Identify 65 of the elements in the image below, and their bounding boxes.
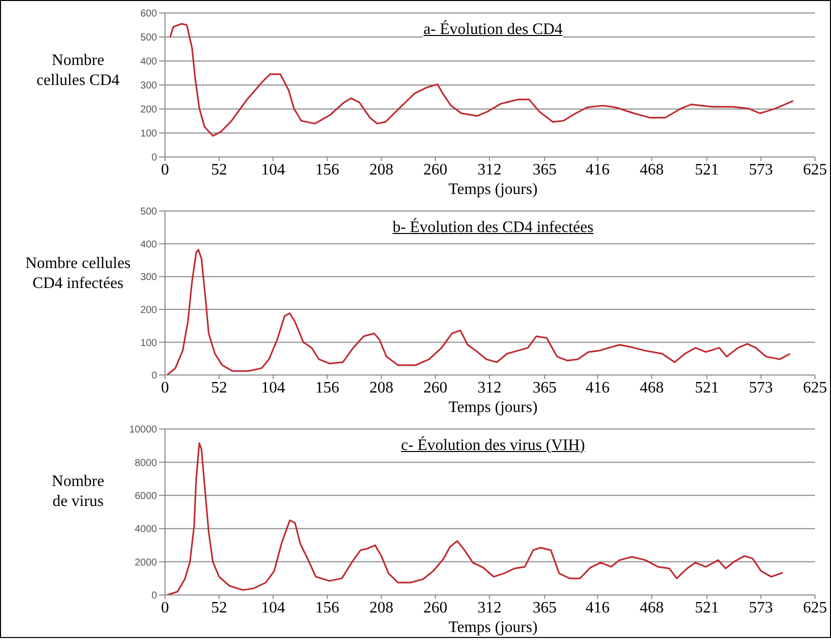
x-tick-label: 573 [748,599,773,616]
y-tick-label: 6000 [134,490,158,502]
y-tick-label: 0 [151,152,158,164]
x-tick-label: 104 [261,379,286,396]
x-tick-label: 260 [423,379,448,396]
x-tick-label: 468 [640,379,664,396]
x-tick-label: 521 [694,379,719,396]
x-tick-label: 521 [694,599,719,616]
x-tick-label: 365 [532,379,557,396]
x-tick-label: 573 [748,379,773,396]
x-axis-title: Temps (jours) [447,399,539,417]
x-tick-label: 208 [369,379,394,396]
y-tick-label: 400 [140,239,158,250]
x-tick-label: 416 [586,599,610,616]
x-tick-label: 625 [803,379,827,396]
x-tick-label: 365 [532,161,557,178]
x-tick-label: 208 [369,161,394,178]
y-axis-title: Nombre cellules CD4 [36,52,120,88]
x-tick-label: 156 [315,379,340,396]
y-tick-label: 8000 [134,458,158,469]
x-tick-label: 104 [261,161,286,178]
line-series [166,248,791,375]
y-tick-label: 2000 [134,557,158,568]
y-tick-label: 400 [140,56,158,68]
x-tick-label: 52 [211,161,228,178]
y-tick-label: 500 [140,32,158,44]
x-tick-label: 521 [694,161,719,178]
y-tick-label: 4000 [134,524,158,536]
x-axis-title: Temps (jours) [447,619,539,637]
x-axis-title: Temps (jours) [447,181,539,199]
x-tick-label: 52 [211,379,228,396]
text: a- Évolution des CD4 [423,21,563,38]
x-tick-label: 156 [315,161,340,178]
x-tick-label: 625 [803,599,827,616]
x-tick-label: 625 [803,161,827,178]
y-tick-label: 0 [151,590,158,602]
y-tick-label: 0 [151,370,158,382]
x-tick-label: 365 [532,599,557,616]
x-tick-label: 52 [211,599,228,616]
x-tick-label: 468 [640,599,664,616]
x-tick-label: 312 [477,599,502,616]
y-axis-title: Nombre de virus [52,473,104,510]
x-tick-label: 260 [423,161,448,178]
y-tick-label: 600 [140,8,158,20]
x-tick-label: 208 [369,599,394,616]
y-tick-label: 200 [140,104,158,116]
x-tick-label: 416 [586,161,610,178]
y-axis-title: Nombre cellules CD4 infectées [25,254,131,292]
x-tick-label: 468 [640,161,664,178]
x-tick-label: 260 [423,599,448,616]
x-tick-label: 104 [261,599,286,616]
y-tick-label: 500 [140,206,158,218]
x-tick-label: 416 [586,379,610,396]
text: b- Évolution des CD4 infectées [392,219,594,236]
text: c- Évolution des virus (VIH) [401,437,585,454]
y-tick-label: 300 [140,80,158,92]
y-tick-label: 200 [140,304,158,316]
y-tick-label: 100 [140,128,158,140]
x-tick-label: 312 [477,379,502,396]
y-tick-label: 10000 [129,424,158,436]
x-tick-label: 573 [748,161,773,178]
x-tick-label: 312 [477,161,502,178]
y-tick-label: 100 [140,338,158,349]
x-tick-label: 156 [315,599,340,616]
y-tick-label: 300 [140,272,158,284]
